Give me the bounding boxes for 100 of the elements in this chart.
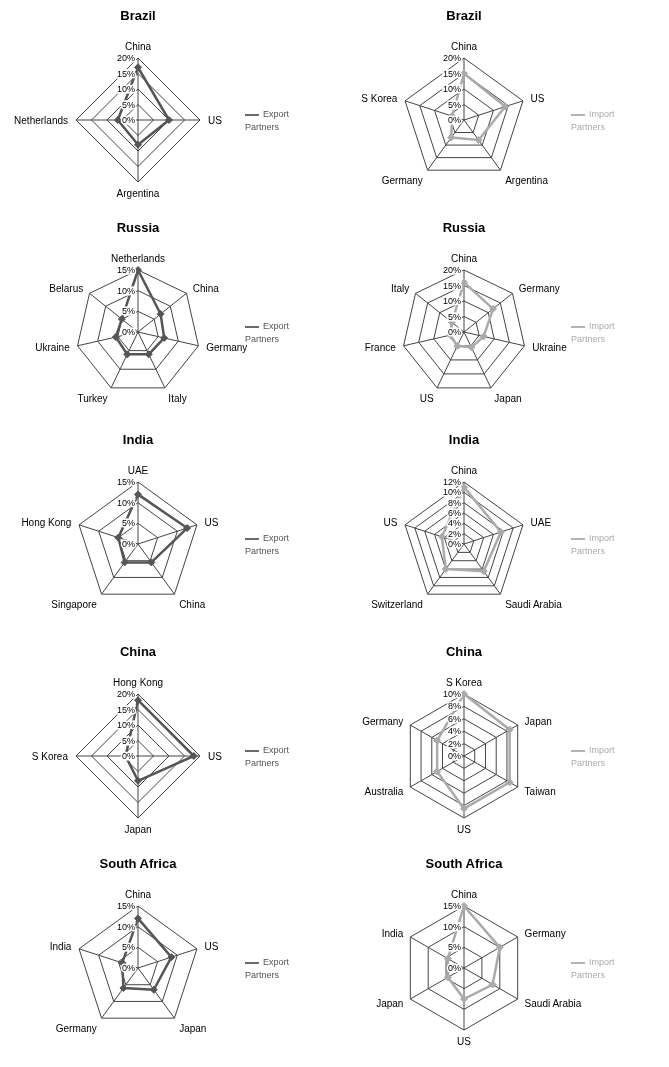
y-tick-label: 20% <box>116 689 135 699</box>
y-tick-label: 15% <box>442 280 461 291</box>
spoke-label: US <box>204 940 219 952</box>
y-tick-label: 20% <box>442 265 461 275</box>
y-tick-label: 0% <box>447 115 461 125</box>
legend-label: Import Partners <box>571 745 615 768</box>
spoke-label: UAE <box>530 516 552 528</box>
y-tick-label: 20% <box>116 53 135 63</box>
y-tick-label: 10% <box>116 921 135 932</box>
spoke-label: Saudi Arabia <box>505 598 563 610</box>
spoke-label: Singapore <box>51 598 98 610</box>
spoke-label: UAE <box>127 465 149 476</box>
spoke-label: China <box>450 253 478 264</box>
spoke-label: China <box>192 282 220 294</box>
spoke-label: US <box>530 92 545 104</box>
chart-title: South Africa <box>98 856 178 872</box>
y-tick-label: 15% <box>442 68 461 79</box>
spoke-label: US <box>419 393 434 405</box>
y-tick-label: 0% <box>447 963 461 973</box>
y-tick-label: 15% <box>116 265 135 275</box>
spoke-label: US <box>383 516 398 528</box>
spoke-label: Netherlands <box>111 253 165 264</box>
legend-label: Import Partners <box>571 321 615 344</box>
spoke-label: Japan <box>124 824 152 836</box>
y-tick-label: 0% <box>121 327 135 337</box>
spoke-label: Japan <box>179 1022 207 1034</box>
y-tick-label: 0% <box>447 327 461 337</box>
spoke-label: India <box>381 927 404 939</box>
chart-title: India <box>121 432 155 448</box>
y-tick-label: 4% <box>447 726 461 737</box>
y-tick-label: 10% <box>442 296 461 306</box>
spoke-label: Germany <box>206 342 248 354</box>
y-tick-label: 0% <box>121 115 135 125</box>
y-tick-label: 15% <box>442 901 461 911</box>
y-tick-label: 10% <box>116 84 135 94</box>
spoke-label: Germany <box>381 174 423 186</box>
spoke-label: China <box>450 465 478 476</box>
chart-title: Brazil <box>445 8 483 24</box>
chart-title: Brazil <box>119 8 157 24</box>
spoke-label: US <box>457 1036 472 1048</box>
spoke-label: Italy <box>390 282 410 294</box>
y-tick-label: 6% <box>447 508 461 518</box>
spoke-label: Germany <box>362 715 404 727</box>
y-tick-label: 12% <box>442 477 461 487</box>
spoke-label: S Korea <box>361 92 398 104</box>
y-tick-label: 2% <box>447 528 461 539</box>
y-tick-label: 8% <box>447 497 461 508</box>
y-tick-label: 0% <box>121 539 135 549</box>
chart-title: China <box>444 644 484 660</box>
spoke-label: France <box>364 342 397 354</box>
y-tick-label: 5% <box>121 735 135 746</box>
spoke-label: Japan <box>494 393 522 405</box>
spoke-label: Switzerland <box>371 598 423 610</box>
legend-label: Import Partners <box>571 109 615 132</box>
y-tick-label: 20% <box>442 53 461 63</box>
y-tick-label: 10% <box>116 497 135 508</box>
spoke-label: China <box>179 598 206 610</box>
spoke-label: China <box>450 889 478 900</box>
y-tick-label: 0% <box>447 751 461 761</box>
spoke-label: Saudi Arabia <box>524 997 582 1009</box>
legend-label: Import Partners <box>571 957 615 980</box>
chart-title: Russia <box>115 220 161 236</box>
spoke-label: Italy <box>168 393 187 405</box>
legend-label: Export Partners <box>245 957 290 980</box>
spoke-label: S Korea <box>445 677 483 688</box>
y-tick-label: 15% <box>116 477 135 487</box>
y-tick-label: 6% <box>447 713 461 724</box>
spoke-label: Turkey <box>77 393 108 405</box>
y-tick-label: 10% <box>442 84 461 94</box>
spoke-label: Argentina <box>116 188 160 200</box>
spoke-label: Taiwan <box>524 785 556 797</box>
y-tick-label: 15% <box>116 901 135 911</box>
spoke-label: Japan <box>524 715 552 727</box>
y-tick-label: 5% <box>447 99 461 110</box>
chart-title: South Africa <box>424 856 504 872</box>
legend-label: Export Partners <box>245 745 290 768</box>
y-tick-label: 10% <box>116 720 135 730</box>
spoke-label: Ukraine <box>35 342 71 354</box>
y-tick-label: 15% <box>116 704 135 715</box>
spoke-label: China <box>450 41 478 52</box>
spoke-label: Belarus <box>49 282 84 294</box>
legend-label: Import Partners <box>571 533 615 556</box>
spoke-label: US <box>208 114 223 126</box>
y-tick-label: 8% <box>447 701 461 712</box>
spoke-label: China <box>124 889 152 900</box>
y-tick-label: 10% <box>442 487 461 498</box>
spoke-label: Argentina <box>505 174 549 186</box>
spoke-label: Germany <box>55 1022 97 1034</box>
spoke-label: Hong Kong <box>112 677 164 688</box>
spoke-label: Australia <box>364 785 404 797</box>
spoke-label: US <box>204 516 219 528</box>
legend-label: Export Partners <box>245 533 290 556</box>
chart-title: India <box>447 432 481 448</box>
spoke-label: Japan <box>376 997 404 1009</box>
y-tick-label: 10% <box>442 689 461 699</box>
y-tick-label: 5% <box>121 942 135 953</box>
legend-label: Export Partners <box>245 109 290 132</box>
spoke-label: Hong Kong <box>21 516 72 528</box>
spoke-label: Germany <box>518 282 560 294</box>
spoke-label: Germany <box>524 927 566 939</box>
